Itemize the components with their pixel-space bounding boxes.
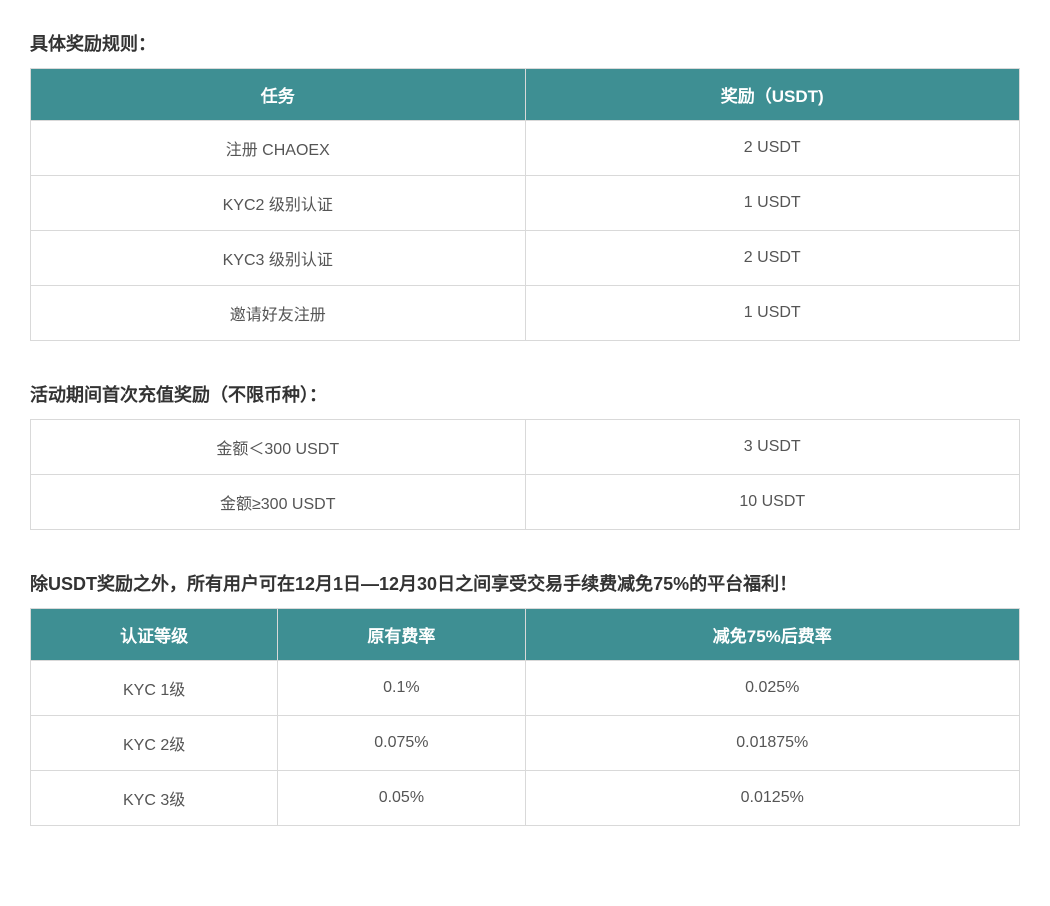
- table-cell: 10 USDT: [525, 475, 1020, 530]
- table-header: 原有费率: [278, 609, 525, 661]
- table-cell: 3 USDT: [525, 420, 1020, 475]
- table-header: 奖励（USDT): [525, 69, 1020, 121]
- table-cell: 0.075%: [278, 716, 525, 771]
- table-cell: 0.01875%: [525, 716, 1020, 771]
- rewards-rules-title: 具体奖励规则：: [30, 30, 1020, 56]
- table-row: KYC 3级 0.05% 0.0125%: [31, 771, 1020, 826]
- table-cell: 0.05%: [278, 771, 525, 826]
- table-cell: 2 USDT: [525, 231, 1020, 286]
- table-row: KYC2 级别认证 1 USDT: [31, 176, 1020, 231]
- table-cell: 2 USDT: [525, 121, 1020, 176]
- table-cell: KYC3 级别认证: [31, 231, 526, 286]
- table-cell: KYC 1级: [31, 661, 278, 716]
- table-cell: 0.025%: [525, 661, 1020, 716]
- table-row: KYC3 级别认证 2 USDT: [31, 231, 1020, 286]
- table-row: 注册 CHAOEX 2 USDT: [31, 121, 1020, 176]
- table-cell: 1 USDT: [525, 176, 1020, 231]
- table-cell: 0.0125%: [525, 771, 1020, 826]
- table-cell: 1 USDT: [525, 286, 1020, 341]
- fee-discount-title: 除USDT奖励之外，所有用户可在12月1日—12月30日之间享受交易手续费减免7…: [30, 570, 1020, 596]
- deposit-rewards-title: 活动期间首次充值奖励（不限币种）：: [30, 381, 1020, 407]
- fee-discount-section: 除USDT奖励之外，所有用户可在12月1日—12月30日之间享受交易手续费减免7…: [30, 570, 1020, 826]
- table-row: 金额＜300 USDT 3 USDT: [31, 420, 1020, 475]
- table-row: KYC 1级 0.1% 0.025%: [31, 661, 1020, 716]
- rewards-rules-section: 具体奖励规则： 任务 奖励（USDT) 注册 CHAOEX 2 USDT KYC…: [30, 30, 1020, 341]
- table-cell: 金额＜300 USDT: [31, 420, 526, 475]
- table-header: 减免75%后费率: [525, 609, 1020, 661]
- table-header: 任务: [31, 69, 526, 121]
- deposit-rewards-table: 金额＜300 USDT 3 USDT 金额≥300 USDT 10 USDT: [30, 419, 1020, 530]
- table-cell: KYC 2级: [31, 716, 278, 771]
- table-cell: KYC2 级别认证: [31, 176, 526, 231]
- table-cell: 邀请好友注册: [31, 286, 526, 341]
- table-row: KYC 2级 0.075% 0.01875%: [31, 716, 1020, 771]
- deposit-rewards-section: 活动期间首次充值奖励（不限币种）： 金额＜300 USDT 3 USDT 金额≥…: [30, 381, 1020, 530]
- table-cell: 注册 CHAOEX: [31, 121, 526, 176]
- table-header: 认证等级: [31, 609, 278, 661]
- table-cell: 0.1%: [278, 661, 525, 716]
- table-cell: 金额≥300 USDT: [31, 475, 526, 530]
- table-row: 邀请好友注册 1 USDT: [31, 286, 1020, 341]
- table-cell: KYC 3级: [31, 771, 278, 826]
- table-row: 金额≥300 USDT 10 USDT: [31, 475, 1020, 530]
- fee-discount-table: 认证等级 原有费率 减免75%后费率 KYC 1级 0.1% 0.025% KY…: [30, 608, 1020, 826]
- rewards-rules-table: 任务 奖励（USDT) 注册 CHAOEX 2 USDT KYC2 级别认证 1…: [30, 68, 1020, 341]
